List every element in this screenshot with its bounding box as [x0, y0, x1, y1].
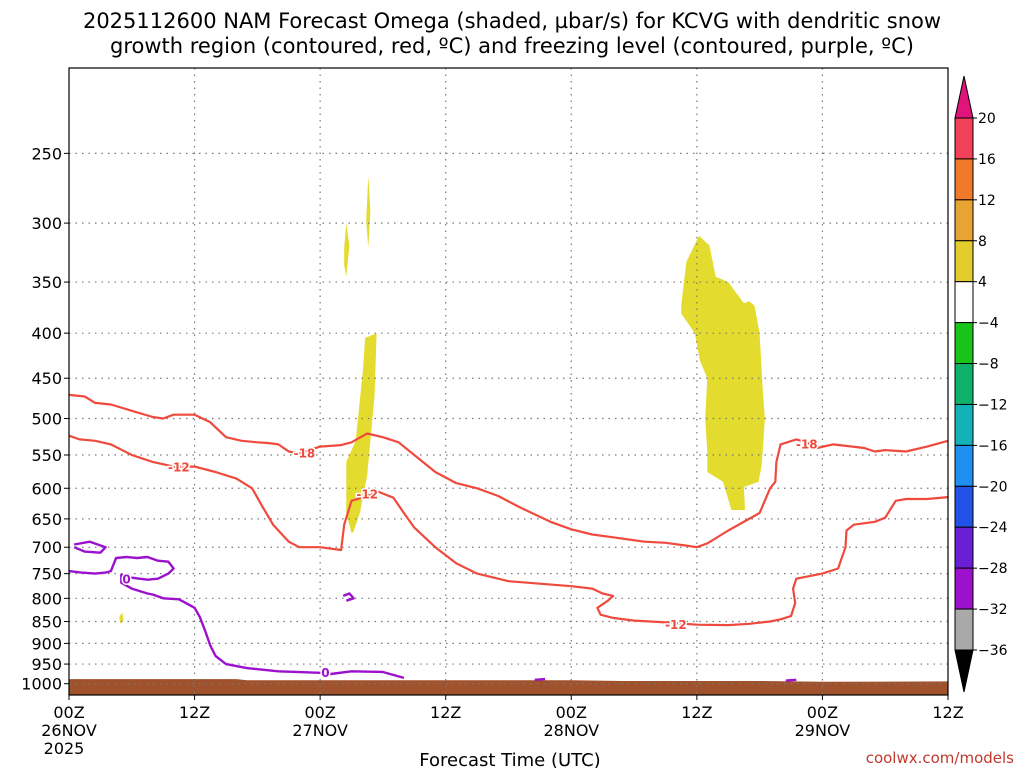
freezing-contour [534, 677, 546, 681]
y-tick-label: 750 [31, 565, 62, 584]
colorbar-label: −28 [978, 561, 1008, 577]
x-tick-label: 00Z [53, 703, 84, 722]
colorbar-label: 8 [978, 234, 987, 250]
x-tick-label: 12Z [932, 703, 963, 722]
y-tick-label: 350 [31, 273, 62, 292]
colorbar-label: 20 [978, 111, 996, 127]
colorbar-bottom-cap [954, 649, 974, 693]
x-tick-date: 29NOV [795, 721, 851, 740]
colorbar-label: −16 [978, 438, 1008, 454]
colorbar-label: −36 [978, 643, 1008, 659]
colorbar-segment [954, 363, 974, 405]
plot-frame [68, 67, 949, 696]
colorbar-label: −20 [978, 479, 1008, 495]
omega-region-b [366, 175, 371, 248]
x-tick-label: 00Z [304, 703, 335, 722]
freezing-contour-label: 0 [321, 666, 329, 680]
dgz-contour-label: -18 [294, 447, 316, 461]
colorbar: 20 16 12 8 4 −4 −8 −12 −16 −20 −24 −28 −32 −36 [954, 75, 1008, 693]
colorbar-label: −24 [978, 520, 1008, 536]
freezing-contour [785, 678, 797, 682]
colorbar-label: −4 [978, 316, 999, 332]
x-tick-label: 00Z [807, 703, 838, 722]
y-axis: 250 300 350 400 450 500 550 600 650 700 750 800 850 9… [21, 144, 69, 694]
y-tick-label: 600 [31, 479, 62, 498]
y-tick-label: 800 [31, 589, 62, 608]
colorbar-label: −12 [978, 397, 1008, 413]
x-tick-date: 26NOV [41, 721, 97, 740]
dgz-contour-label: -12 [168, 460, 190, 474]
freezing-contour-label: 0 [122, 573, 130, 587]
x-tick-date: 28NOV [543, 721, 599, 740]
y-tick-label: 500 [31, 410, 62, 429]
x-axis-label: Forecast Time (UTC) [419, 750, 600, 768]
dgz-contour-label: -12 [665, 618, 687, 632]
colorbar-segment [954, 117, 974, 160]
colorbar-segment [954, 403, 974, 446]
chart-title-line-1: 2025112600 NAM Forecast Omega (shaded, µ… [83, 9, 941, 33]
freezing-contour [342, 592, 355, 602]
x-tick-year: 2025 [44, 739, 85, 758]
x-tick-label: 12Z [681, 703, 712, 722]
colorbar-label: −8 [978, 357, 999, 373]
colorbar-segment [954, 608, 974, 651]
y-tick-label: 300 [31, 214, 62, 233]
y-tick-label: 700 [31, 538, 62, 557]
y-tick-label: 400 [31, 324, 62, 343]
colorbar-top-cap [954, 75, 974, 119]
credit-text: coolwx.com/models [866, 749, 1014, 767]
colorbar-segment [954, 199, 974, 242]
dgz-contour [68, 434, 949, 627]
freezing-contour [68, 555, 405, 680]
colorbar-label: −32 [978, 602, 1008, 618]
x-tick-date: 27NOV [292, 721, 348, 740]
y-tick-label: 550 [31, 446, 62, 465]
colorbar-segment [954, 444, 974, 487]
ground-surface [69, 679, 948, 695]
colorbar-segment [954, 322, 974, 365]
omega-region-c [346, 333, 377, 534]
y-tick-label: 900 [31, 634, 62, 653]
colorbar-label: 4 [978, 275, 987, 291]
x-tick-label: 12Z [430, 703, 461, 722]
colorbar-segment [954, 240, 974, 283]
omega-region-a [344, 223, 350, 277]
colorbar-label: 16 [978, 152, 996, 168]
chart-title-line-2: growth region (contoured, red, ºC) and f… [110, 34, 914, 58]
colorbar-segment [954, 567, 974, 610]
y-tick-label: 650 [31, 510, 62, 529]
dgz-contour-label: -12 [356, 488, 378, 502]
x-tick-label: 12Z [179, 703, 210, 722]
y-tick-label: 950 [31, 655, 62, 674]
dgz-contour [68, 393, 949, 549]
y-tick-label: 250 [31, 144, 62, 163]
x-tick-label: 00Z [556, 703, 587, 722]
omega-region-d [681, 235, 765, 510]
y-tick-label: 1000 [21, 675, 62, 694]
dgz-contour-label: -18 [796, 437, 818, 451]
freezing-contour [73, 540, 107, 554]
colorbar-segment [954, 485, 974, 528]
plot-area: -18 -18 -12 -12 -12 0 0 [68, 67, 949, 696]
colorbar-segment [954, 281, 974, 324]
colorbar-segment [954, 158, 974, 201]
y-tick-label: 850 [31, 613, 62, 632]
y-tick-label: 450 [31, 369, 62, 388]
colorbar-label: 12 [978, 193, 996, 209]
colorbar-segment [954, 526, 974, 569]
